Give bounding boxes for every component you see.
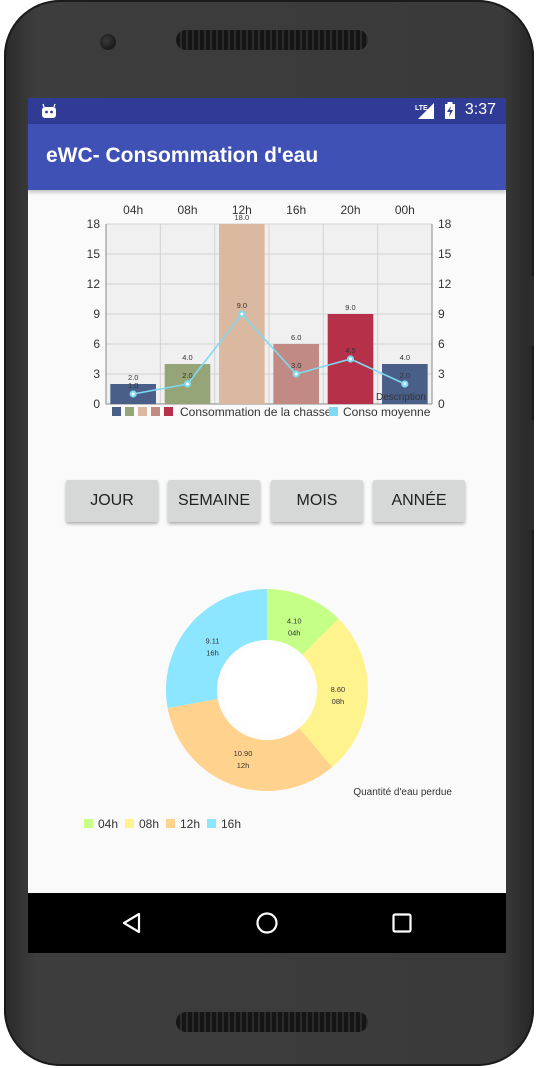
overview-icon[interactable] xyxy=(390,911,414,935)
slice-value-label: 10.90 xyxy=(234,749,253,758)
month-button[interactable]: MOIS xyxy=(271,480,363,522)
x-tick-label: 08h xyxy=(177,203,197,217)
status-time: 3:37 xyxy=(464,101,496,118)
line-point-hole xyxy=(131,392,135,396)
y-tick-left: 9 xyxy=(93,307,100,321)
slice-value-label: 8.60 xyxy=(331,685,346,694)
day-button[interactable]: JOUR xyxy=(66,480,158,522)
navigation-bar xyxy=(28,893,506,953)
line-value-label: 3.0 xyxy=(291,361,301,370)
y-tick-right: 12 xyxy=(438,277,452,291)
legend-label: 08h xyxy=(139,817,159,831)
home-icon[interactable] xyxy=(255,911,279,935)
x-tick-label: 20h xyxy=(340,203,360,217)
legend-label: Consommation de la chasse xyxy=(180,405,332,419)
y-tick-left: 18 xyxy=(87,217,101,231)
svg-text:LTE: LTE xyxy=(415,105,428,112)
app-title: eWC- Consommation d'eau xyxy=(46,144,319,167)
legend-swatch xyxy=(125,407,134,416)
legend-label: 12h xyxy=(180,817,200,831)
legend-swatch xyxy=(138,407,147,416)
y-tick-left: 15 xyxy=(87,247,101,261)
screen: LTE 3:37 eWC- Consommation d'eau 0 0 3 3 6 6 9… xyxy=(28,98,506,953)
line-point-hole xyxy=(294,372,298,376)
line-value-label: 1.0 xyxy=(128,381,138,390)
line-point-hole xyxy=(240,312,244,316)
slice-value-label: 9.11 xyxy=(205,636,219,645)
legend-swatch xyxy=(84,819,93,828)
volume-button xyxy=(528,276,534,346)
back-icon[interactable] xyxy=(120,911,144,935)
legend-swatch xyxy=(125,819,134,828)
line-value-label: 9.0 xyxy=(237,301,247,310)
pie-slice xyxy=(167,698,333,791)
slice-category-label: 16h xyxy=(206,648,219,657)
front-camera xyxy=(100,34,116,50)
legend-swatch xyxy=(166,819,175,828)
line-point-hole xyxy=(186,382,189,386)
y-tick-left: 6 xyxy=(93,337,100,351)
x-tick-label: 16h xyxy=(286,203,306,217)
y-tick-right: 18 xyxy=(438,217,452,231)
pie-description: Quantité d'eau perdue xyxy=(353,787,452,798)
y-tick-left: 3 xyxy=(93,367,100,381)
week-button[interactable]: SEMAINE xyxy=(168,480,260,522)
legend-label: Conso moyenne xyxy=(343,405,431,419)
period-buttons: JOUR SEMAINE MOIS ANNÉE xyxy=(28,480,506,524)
battery-icon xyxy=(445,102,455,119)
x-tick-label: 04h xyxy=(123,203,143,217)
legend-label: 16h xyxy=(221,817,241,831)
bar-value-label: 4.0 xyxy=(400,353,410,362)
slice-category-label: 04h xyxy=(288,628,301,637)
average-line xyxy=(133,312,406,395)
line-value-label: 4.5 xyxy=(345,346,355,355)
chart-description: Description xyxy=(376,392,426,403)
y-tick-right: 15 xyxy=(438,247,452,261)
pie-slice xyxy=(299,618,368,768)
donut-hole xyxy=(223,646,311,734)
legend-swatch xyxy=(151,407,160,416)
y-tick-right: 3 xyxy=(438,367,445,381)
x-tick-label: 12h xyxy=(232,203,252,217)
slice-value-label: 4.10 xyxy=(287,616,302,625)
pie-slice xyxy=(165,589,267,708)
line-value-label: 2.0 xyxy=(182,371,192,380)
app-bar: eWC- Consommation d'eau xyxy=(28,124,506,190)
slice-category-label: 08h xyxy=(332,697,345,706)
legend-swatch xyxy=(164,407,173,416)
legend-swatch xyxy=(329,407,338,416)
top-speaker xyxy=(176,30,368,50)
bar-value-label: 6.0 xyxy=(291,333,301,342)
slice-category-label: 12h xyxy=(237,761,250,770)
bar-value-label: 4.0 xyxy=(182,353,192,362)
pie-slice xyxy=(267,589,339,655)
y-tick-left: 0 xyxy=(93,397,100,411)
line-point-hole xyxy=(403,382,407,386)
android-notification-icon xyxy=(42,103,56,118)
legend-label: 04h xyxy=(98,817,118,831)
y-tick-left: 12 xyxy=(87,277,101,291)
x-tick-label: 00h xyxy=(395,203,415,217)
water-lost-donut-chart[interactable]: 4.10 04h 8.60 08h 10.90 12h 9.11 16h Quantité d'… xyxy=(28,568,506,848)
y-tick-right: 9 xyxy=(438,307,445,321)
bar-value-label: 2.0 xyxy=(128,373,138,382)
year-button[interactable]: ANNÉE xyxy=(373,480,465,522)
legend-swatch xyxy=(112,407,121,416)
bar-value-label: 18.0 xyxy=(235,213,250,222)
power-button xyxy=(528,420,534,530)
legend-swatch xyxy=(207,819,216,828)
line-value-label: 2.0 xyxy=(400,371,410,380)
line-point-hole xyxy=(349,357,352,361)
bar-value-label: 9.0 xyxy=(345,303,355,312)
y-tick-right: 6 xyxy=(438,337,445,351)
signal-icon: LTE xyxy=(415,103,434,119)
water-consumption-bar-chart[interactable]: 0 0 3 3 6 6 9 9 12 12 15 15 18 18 04h 08h 12h 16h 20h 00h 2.… xyxy=(28,190,506,440)
y-tick-right: 0 xyxy=(438,397,445,411)
bottom-speaker xyxy=(176,1012,368,1032)
status-bar: LTE 3:37 xyxy=(28,98,506,124)
